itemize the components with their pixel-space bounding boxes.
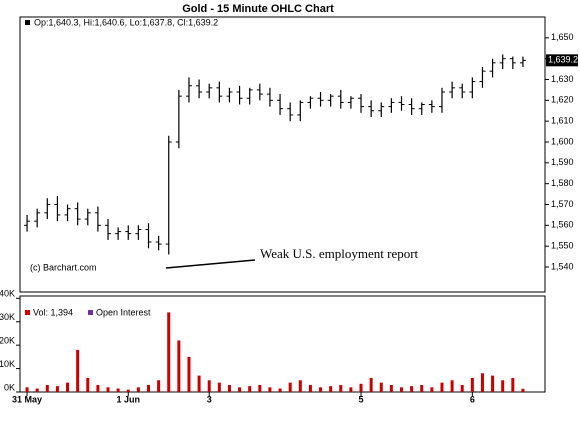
x-tick-label: 6 [470,394,475,404]
volume-bar [66,382,70,392]
volume-bar [147,384,150,392]
volume-bar [136,387,140,392]
volume-bar [86,377,90,392]
annotation: Weak U.S. employment report [260,246,419,261]
last-price: 1,639.2 [548,55,578,65]
legend-label: Open Interest [96,307,151,317]
volume-bar [329,386,333,392]
y-tick-label: 1,580 [551,178,574,188]
volume-bar [400,387,403,392]
y-tick-label: 1,630 [551,74,574,84]
x-tick-label: 1 Jun [117,394,141,404]
x-tick-label: 3 [207,394,212,404]
volume-bar [470,377,474,392]
y-tick-label: 1,570 [551,199,574,209]
y-tick-label: 1,620 [551,95,574,105]
volume-bar [410,386,414,392]
volume-bar [480,373,484,392]
y-tick-label: 1,540 [551,261,574,271]
volume-bar [359,383,363,392]
volume-bar [177,340,181,392]
legend-swatch [88,310,93,315]
source: (c) Barchart.com [30,262,97,272]
header-marker [25,20,30,25]
y-tick-label: 1,550 [551,241,574,251]
volume-bar [76,349,80,392]
volume-bar [167,312,171,392]
volume-bar [207,380,211,392]
y-tick-label: 10K [0,359,15,369]
volume-bar [450,380,454,392]
volume-bar [288,382,292,392]
legend-swatch [25,310,30,315]
volume-bar [339,384,343,392]
volume-bar [258,384,262,392]
volume-bar [278,388,282,392]
last-price-box [546,54,578,67]
x-tick-label: 31 May [12,394,42,404]
volume-bar [35,388,39,392]
y-tick-label: 20K [0,336,15,346]
y-tick-label: 1,610 [551,116,574,126]
volume-bar [420,384,424,392]
volume-bar [45,384,49,392]
ohlc-header: Op:1,640.3, Hi:1,640.6, Lo:1,637.8, Cl:1… [34,17,218,27]
price-frame [19,16,546,293]
chart-title: Gold - 15 Minute OHLC Chart [182,3,334,15]
volume-bar [248,386,252,392]
volume-bar [319,387,323,392]
y-tick-label: 40K [0,289,15,299]
volume-bar [55,386,59,392]
volume-bar [521,388,525,392]
legend-label: Vol: 1,394 [33,307,73,317]
y-tick-label: 1,560 [551,220,574,230]
volume-bar [389,384,393,392]
volume-bar [126,389,130,392]
volume-bar [197,375,201,392]
volume-bar [298,380,302,392]
volume-bar [440,382,444,392]
volume-bar [308,384,312,392]
y-tick-label: 0K [4,382,15,392]
y-tick-label: 1,600 [551,136,574,146]
volume-bar [227,384,231,392]
volume-bar [157,380,161,392]
volume-bar [217,382,221,392]
annotation-line [165,259,256,269]
volume-bar [238,387,242,392]
y-tick-label: 1,590 [551,157,574,167]
y-tick-label: 1,650 [551,32,574,42]
volume-bar [106,387,110,392]
volume-bar [268,387,272,392]
y-tick-label: 30K [0,312,15,322]
volume-bar [349,387,353,392]
volume-bar [430,387,434,392]
volume-bar [460,384,464,392]
volume-bar [25,387,29,392]
volume-bar [369,377,373,392]
volume-bar [511,377,515,392]
volume-bar [379,382,383,392]
x-tick-label: 5 [359,394,364,404]
volume-bar [491,375,495,392]
volume-bar [116,388,120,392]
volume-bar [187,356,191,392]
volume-bar [501,380,505,392]
volume-bar [96,384,100,392]
volume-frame [19,295,546,393]
